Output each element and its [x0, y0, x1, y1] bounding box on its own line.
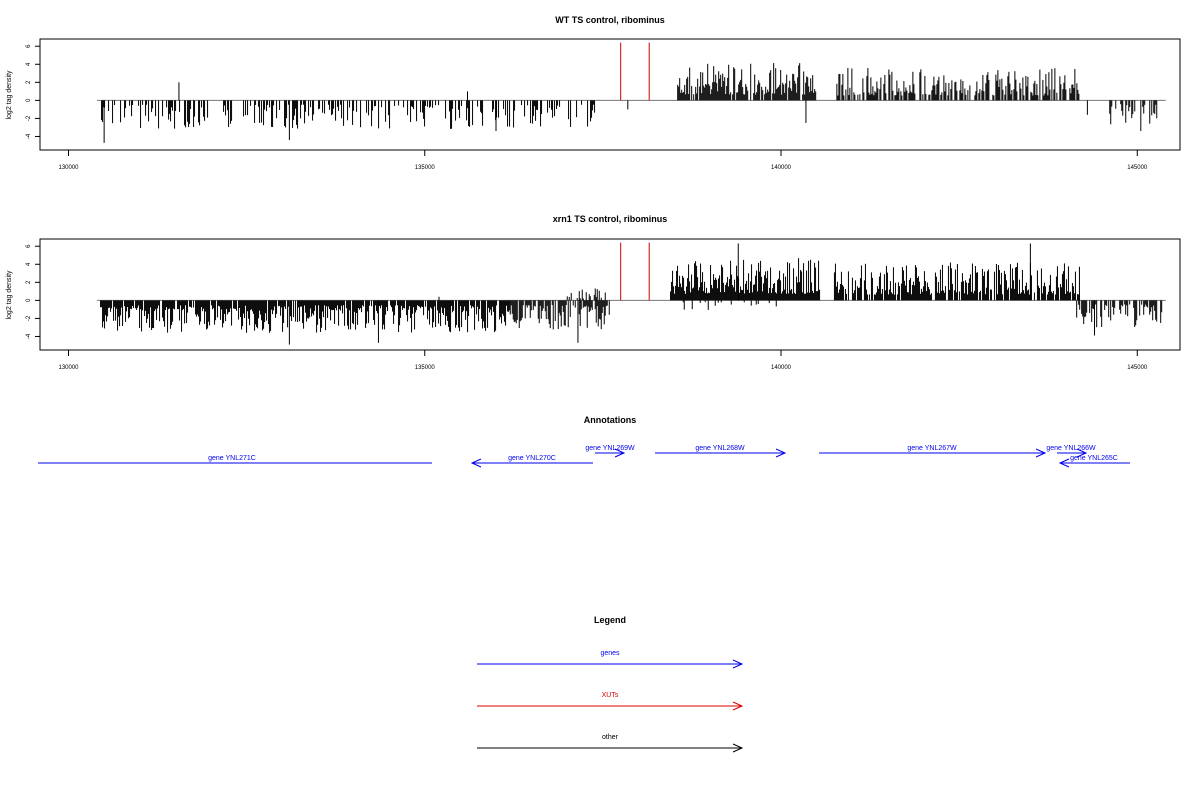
- panel-xrn1-y-axis: 6 4 2 0 -2 -4: [26, 244, 40, 339]
- x-tick-label: 130000: [58, 365, 79, 371]
- y-tick-label: 6: [26, 44, 32, 48]
- panel-wt-signal-segment: [836, 68, 1080, 101]
- panel-wt-y-axis: 6 4 2 0 -2 -4: [26, 44, 40, 139]
- gene-feature: gene YNL268W: [655, 445, 787, 458]
- x-tick-label: 145000: [1127, 165, 1148, 171]
- y-tick-label: 2: [26, 280, 32, 284]
- gene-feature: gene YNL269W: [585, 445, 635, 458]
- x-tick-label: 135000: [415, 365, 436, 371]
- x-tick-label: 140000: [771, 165, 792, 171]
- panel-xrn1-signal-segment: [682, 300, 777, 310]
- panel-wt-ylabel: log2 tag density: [6, 70, 13, 120]
- panel-xrn1-signal-segment: [670, 258, 821, 301]
- panel-wt: WT TS control, ribominus log2 tag densit…: [6, 15, 1181, 171]
- panel-wt-signal-segment: [677, 63, 817, 101]
- arrow-head: [732, 743, 744, 753]
- gene-label: gene YNL265C: [1070, 455, 1118, 462]
- gene-feature: gene YNL266W: [1046, 445, 1096, 458]
- legend-item-other: other: [477, 734, 744, 753]
- y-tick-label: 6: [26, 244, 32, 248]
- x-tick-label: 140000: [771, 365, 792, 371]
- panel-wt-signal-segment: [1109, 100, 1158, 125]
- panel-wt-x-axis: 130000 135000 140000 145000: [58, 150, 1148, 171]
- panel-xrn1-signal-segment: [833, 262, 1080, 301]
- arrow-head: [1058, 458, 1070, 468]
- gene-label: gene YNL270C: [508, 455, 556, 462]
- gene-feature: gene YNL265C: [1058, 455, 1130, 468]
- gene-label: gene YNL268W: [695, 445, 745, 452]
- y-tick-label: -4: [26, 333, 32, 339]
- legend-title: Legend: [594, 615, 626, 625]
- panel-xrn1-signal-segment: [509, 300, 610, 330]
- legend-section: Legend genes XUTs other: [477, 615, 744, 753]
- legend-items: genes XUTs other: [477, 650, 744, 753]
- legend-label: XUTs: [602, 692, 619, 699]
- arrow-head: [732, 701, 744, 711]
- gene-feature: gene YNL271C: [38, 455, 432, 464]
- legend-item-xuts: XUTs: [477, 692, 744, 711]
- arrow-head: [614, 448, 626, 458]
- x-tick-label: 135000: [415, 165, 436, 171]
- gene-tracks: gene YNL271C gene YNL270C gene YNL269W gene…: [38, 445, 1130, 468]
- y-tick-label: 0: [26, 98, 32, 102]
- x-tick-label: 130000: [58, 165, 79, 171]
- arrow-head: [775, 448, 787, 458]
- arrow-head: [1076, 448, 1088, 458]
- annotations-section: Annotations gene YNL271C gene YNL270Cgene…: [38, 415, 1130, 468]
- y-tick-label: 0: [26, 298, 32, 302]
- panel-wt-bars: [97, 42, 1166, 143]
- y-tick-label: 4: [26, 62, 32, 66]
- arrow-head: [470, 458, 482, 468]
- y-tick-label: -4: [26, 133, 32, 139]
- panel-xrn1-frame: [39, 238, 1181, 351]
- legend-item-genes: genes: [477, 650, 744, 669]
- panel-wt-title: WT TS control, ribominus: [555, 15, 665, 25]
- panel-xrn1-bars: [97, 242, 1166, 345]
- y-tick-label: -2: [26, 115, 32, 121]
- gene-feature: gene YNL267W: [819, 445, 1047, 458]
- panel-xrn1: xrn1 TS control, ribominus log2 tag dens…: [6, 214, 1181, 371]
- panel-wt-frame: [39, 38, 1181, 151]
- legend-label: other: [602, 734, 619, 741]
- x-tick-label: 145000: [1127, 365, 1148, 371]
- panel-xrn1-ylabel: log2 tag density: [6, 270, 13, 320]
- gene-label: gene YNL267W: [907, 445, 957, 452]
- panel-xrn1-signal-segment: [100, 300, 511, 333]
- gene-label: gene YNL271C: [208, 455, 256, 462]
- annotations-title: Annotations: [584, 415, 637, 425]
- panel-xrn1-signal-segment: [566, 288, 606, 301]
- y-tick-label: -2: [26, 315, 32, 321]
- y-tick-label: 4: [26, 262, 32, 266]
- y-tick-label: 2: [26, 80, 32, 84]
- panel-wt-signal-segment: [101, 100, 596, 129]
- arrow-head: [732, 659, 744, 669]
- gene-label: gene YNL266W: [1046, 445, 1096, 452]
- panel-xrn1-signal-segment: [1076, 300, 1163, 328]
- panel-xrn1-x-axis: 130000 135000 140000 145000: [58, 350, 1148, 371]
- legend-label: genes: [600, 650, 620, 657]
- gene-feature: gene YNL270C: [470, 455, 593, 468]
- arrow-head: [1035, 448, 1047, 458]
- panel-xrn1-title: xrn1 TS control, ribominus: [553, 214, 668, 224]
- gene-label: gene YNL269W: [585, 445, 635, 452]
